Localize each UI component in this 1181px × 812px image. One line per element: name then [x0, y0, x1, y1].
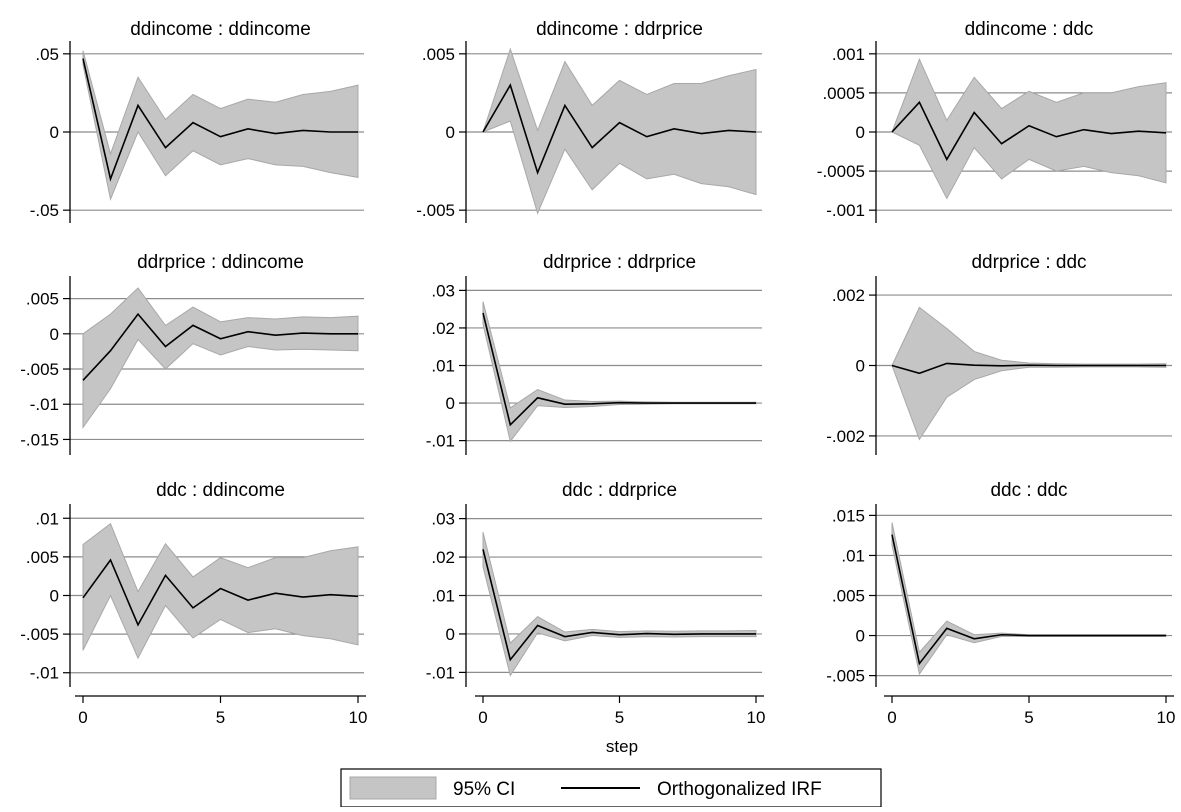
ci-band	[891, 57, 1167, 200]
panel-title: ddrprice : ddrprice	[543, 252, 696, 273]
panel-5: ddrprice : ddrprice -.01 0 .01 .02 .03	[426, 252, 762, 455]
irf-line	[482, 83, 757, 176]
y-tick-label: 0	[50, 325, 59, 344]
y-tick-label: .0005	[822, 84, 865, 103]
y-tick-label: -.01	[30, 395, 59, 414]
y-tick-label: 0	[856, 627, 865, 646]
x-tick-label: 0	[78, 708, 87, 727]
panel-title: ddincome : ddrprice	[536, 19, 703, 40]
y-tick-label: 0	[446, 394, 455, 413]
y-tick-label: -.005	[416, 201, 455, 220]
panel-7: ddc : ddincome -.01 -.005 0 .005 .01 0 5 10	[20, 480, 367, 727]
x-tick-label: 5	[1024, 708, 1033, 727]
x-tick-label: 0	[478, 708, 487, 727]
y-tick-label: 0	[446, 123, 455, 142]
y-tick-label: .015	[832, 506, 865, 525]
panel-2: ddincome : ddrprice -.005 0 .005	[416, 19, 762, 223]
y-tick-label: 0	[50, 587, 59, 606]
y-tick-label: .005	[832, 587, 865, 606]
ci-band	[891, 522, 1167, 676]
legend: 95% CI Orthogonalized IRF	[340, 768, 882, 808]
ci-band	[82, 287, 359, 430]
panel-title: ddincome : ddc	[965, 19, 1094, 40]
irf-line	[82, 58, 358, 182]
irf-line	[482, 312, 756, 427]
x-tick-label: 10	[349, 708, 368, 727]
x-axis-title: step	[606, 737, 638, 756]
irf-line	[482, 549, 756, 662]
x-tick-label: 10	[747, 708, 766, 727]
x-tick-label: 10	[1157, 708, 1176, 727]
y-tick-label: .002	[832, 286, 865, 305]
panel-title: ddc : ddincome	[156, 480, 285, 501]
y-tick-label: .005	[26, 290, 59, 309]
y-tick-label: .02	[431, 548, 455, 567]
y-tick-label: -.015	[20, 430, 59, 449]
y-tick-label: 0	[856, 123, 865, 142]
y-tick-label: .01	[841, 546, 865, 565]
ci-band	[82, 522, 359, 660]
y-tick-label: .03	[431, 510, 455, 529]
irf-line	[891, 534, 1166, 666]
y-tick-label: 0	[50, 123, 59, 142]
y-tick-label: .01	[431, 357, 455, 376]
panel-9: ddc : ddc -.005 0 .005 .01 .015 0 5 10	[826, 480, 1175, 727]
y-tick-label: -.005	[20, 625, 59, 644]
y-tick-label: -.001	[826, 201, 865, 220]
y-tick-label: -.05	[30, 201, 59, 220]
irf-line	[82, 558, 359, 627]
x-tick-label: 5	[216, 708, 225, 727]
ci-band	[482, 531, 757, 677]
ci-band	[482, 301, 757, 443]
y-tick-label: .001	[832, 45, 865, 64]
irf-line	[891, 362, 1166, 375]
panel-title: ddrprice : ddincome	[137, 252, 304, 273]
ci-band	[891, 306, 1167, 441]
y-tick-label: .05	[35, 45, 59, 64]
panel-title: ddrprice : ddc	[971, 252, 1086, 273]
y-tick-label: .01	[431, 587, 455, 606]
legend-ci-swatch	[349, 776, 437, 800]
y-tick-label: .01	[35, 509, 59, 528]
y-tick-label: -.005	[826, 667, 865, 686]
y-tick-label: .02	[431, 319, 455, 338]
y-tick-label: -.01	[426, 432, 455, 451]
y-tick-label: -.0005	[817, 162, 865, 181]
x-tick-label: 0	[887, 708, 896, 727]
y-tick-label: -.002	[826, 427, 865, 446]
y-tick-label: -.01	[30, 664, 59, 683]
legend-ci-label: 95% CI	[453, 779, 515, 800]
y-tick-label: .03	[431, 281, 455, 300]
panel-1: ddincome : ddincome -.05 0 .05	[30, 19, 364, 223]
panel-6: ddrprice : ddc -.002 0 .002	[826, 252, 1172, 455]
y-tick-label: .005	[26, 548, 59, 567]
panel-4: ddrprice : ddincome -.015 -.01 -.005 0 .005	[20, 252, 364, 455]
panel-title: ddincome : ddincome	[130, 19, 311, 40]
ci-band	[82, 50, 359, 201]
y-tick-label: .005	[422, 45, 455, 64]
x-tick-label: 5	[615, 708, 624, 727]
irf-line	[82, 312, 358, 381]
legend-irf-label: Orthogonalized IRF	[657, 779, 822, 800]
panel-3: ddincome : ddc -.001 -.0005 0 .0005 .001	[817, 19, 1172, 223]
panel-8: ddc : ddrprice -.01 0 .01 .02 .03 0 5 10	[426, 480, 766, 727]
panel-title: ddc : ddc	[990, 480, 1067, 501]
panel-title: ddc : ddrprice	[562, 480, 677, 501]
y-tick-label: -.01	[426, 663, 455, 682]
y-tick-label: 0	[446, 625, 455, 644]
y-tick-label: -.005	[20, 360, 59, 379]
irf-line	[891, 100, 1167, 162]
y-tick-label: 0	[856, 357, 865, 376]
